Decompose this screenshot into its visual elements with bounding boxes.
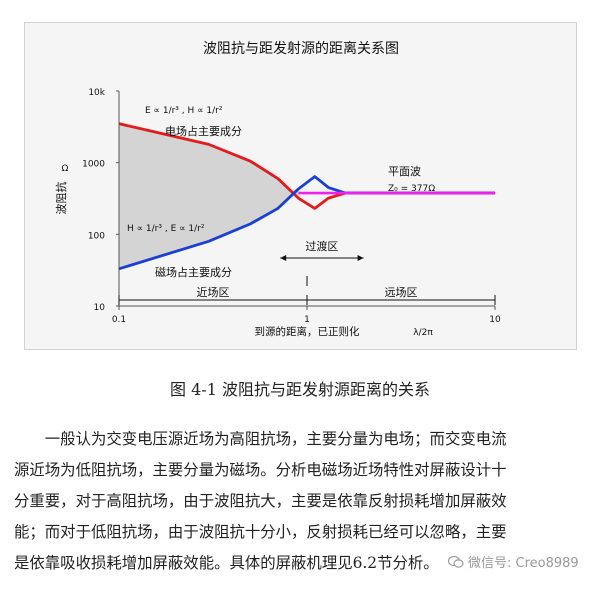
x-tick-label: 0.1 [112, 315, 126, 325]
plane-wave-label: 平面波 [388, 165, 421, 178]
y-tick-label: 10 [94, 303, 106, 313]
upper-region-label: 电场占主要成分 [165, 124, 242, 138]
y-tick-label: 10k [88, 88, 105, 98]
wechat-icon [448, 555, 464, 568]
y-tick-label: 100 [88, 231, 105, 241]
body-paragraph: 一般认为交变电压源近场为高阻抗场，主要分量为电场；而交变电流 源近场为低阻抗场，… [14, 424, 588, 579]
wechat-watermark: 微信号: Creo8989 [448, 552, 579, 571]
body-line: 源近场为低阻抗场，主要分量为磁场。分析电磁场近场特性对屏蔽设计十 [14, 461, 507, 479]
y-axis-unit: Ω [62, 164, 69, 174]
x-tick-label: 10 [489, 315, 501, 325]
x-axis-label: 到源的距离，已正则化 [255, 325, 360, 338]
transition-label: 过渡区 [305, 239, 338, 253]
body-line: 一般认为交变电压源近场为高阻抗场，主要分量为电场；而交变电流 [14, 430, 507, 448]
far-field-label: 远场区 [385, 285, 418, 299]
y-tick-label: 1000 [82, 160, 105, 170]
lower-region-label: 磁场占主要成分 [155, 265, 232, 279]
impedance-chart: 波阻抗与距发射源的距离关系图 10k 1000 100 10 0.1 1 10 波阻抗 Ω 到源的… [54, 40, 501, 338]
y-axis-label: 波阻抗 [54, 182, 68, 215]
upper-formula: E ∝ 1/r³ , H ∝ 1/r² [145, 106, 223, 116]
transition-arrow-left [280, 255, 287, 261]
chart-title: 波阻抗与距发射源的距离关系图 [203, 40, 399, 57]
near-field-shading [119, 123, 299, 269]
x-axis-unit: λ/2π [413, 328, 433, 338]
body-line: 能；而对于低阻抗场，由于波阻抗十分小，反射损耗已经可以忽略，主要 [14, 523, 507, 541]
transition-arrow-right [357, 255, 364, 261]
watermark-text: 微信号: Creo8989 [468, 556, 579, 571]
lower-formula: H ∝ 1/r³ , E ∝ 1/r² [127, 224, 205, 234]
figure-panel: 波阻抗与距发射源的距离关系图 10k 1000 100 10 0.1 1 10 波阻抗 Ω 到源的… [24, 22, 577, 350]
near-field-label: 近场区 [197, 285, 230, 299]
figure-caption: 图 4-1 波阻抗与距发射源距离的关系 [170, 380, 430, 399]
plane-wave-value: Z₀ = 377Ω [388, 184, 435, 194]
body-line: 分重要，对于高阻抗场，由于波阻抗大，主要是依靠反射损耗增加屏蔽效 [14, 492, 507, 510]
x-tick-label: 1 [304, 315, 310, 325]
body-line: 是依靠吸收损耗增加屏蔽效能。具体的屏蔽机理见6.2节分析。 [14, 554, 439, 572]
